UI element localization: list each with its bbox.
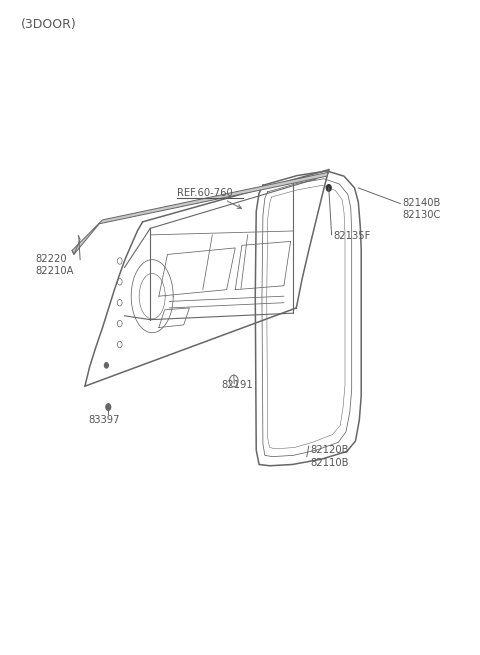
Text: 82140B
82130C: 82140B 82130C	[402, 198, 441, 220]
Text: 82135F: 82135F	[333, 231, 371, 241]
Circle shape	[106, 404, 111, 410]
Circle shape	[105, 363, 108, 368]
Polygon shape	[72, 172, 328, 254]
Text: 83397: 83397	[88, 415, 120, 425]
Text: 82220
82210A: 82220 82210A	[36, 253, 74, 276]
Text: 82120B
82110B: 82120B 82110B	[311, 445, 349, 468]
Text: (3DOOR): (3DOOR)	[21, 18, 76, 31]
Text: REF.60-760: REF.60-760	[177, 189, 233, 198]
Text: 82191: 82191	[222, 380, 253, 390]
Circle shape	[326, 185, 331, 191]
